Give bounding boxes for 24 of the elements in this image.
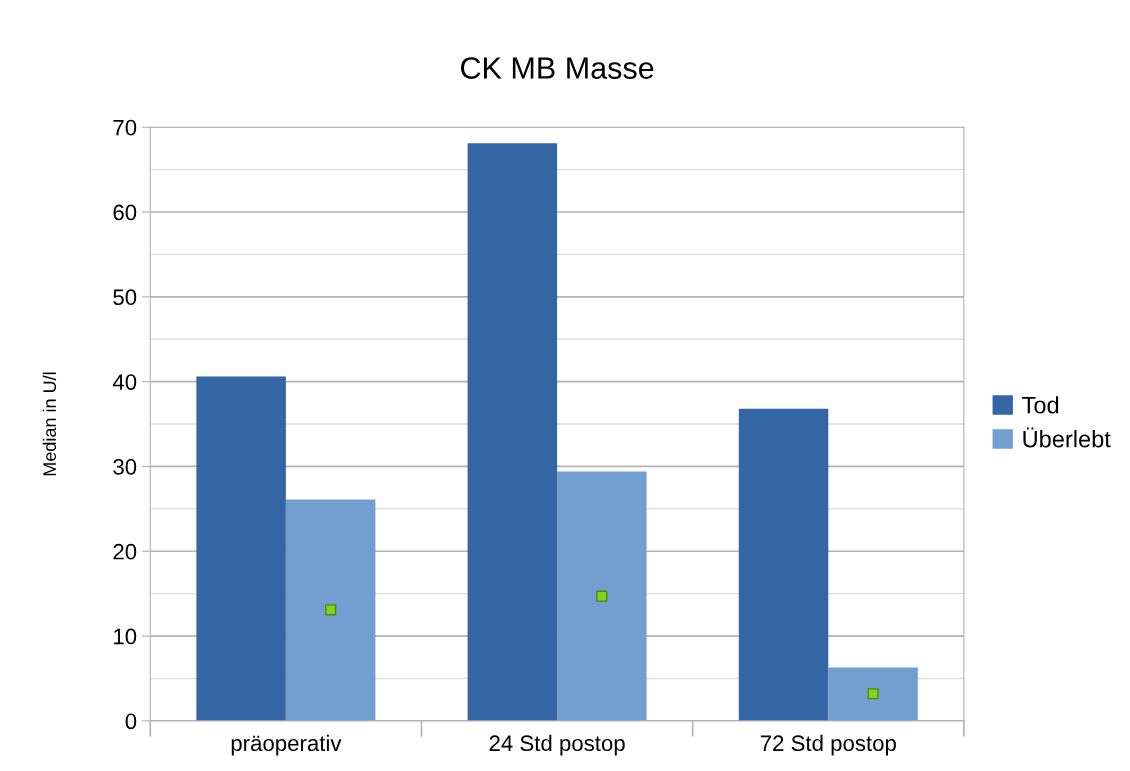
x-tick-label: präoperativ bbox=[231, 734, 342, 756]
legend-label: Überlebt bbox=[1023, 427, 1111, 448]
chart-title: CK MB Masse bbox=[461, 57, 654, 79]
y-tick-label: 20 bbox=[113, 543, 137, 560]
legend-label: Tod bbox=[1022, 396, 1059, 414]
y-tick-label: 0 bbox=[125, 713, 137, 730]
bar bbox=[467, 143, 558, 721]
point bbox=[596, 590, 608, 602]
x-tick-label: 72 Std postop bbox=[760, 734, 896, 756]
bar bbox=[557, 471, 647, 721]
y-axis-title: Median in U/l bbox=[42, 372, 57, 476]
bar bbox=[738, 408, 829, 721]
y-tick-label: 10 bbox=[114, 628, 137, 645]
y-tick-label: 50 bbox=[113, 289, 137, 306]
y-tick-label: 70 bbox=[113, 119, 137, 136]
bar bbox=[285, 499, 376, 721]
bar bbox=[828, 667, 918, 721]
point bbox=[325, 604, 337, 616]
point bbox=[867, 688, 879, 700]
bar bbox=[196, 376, 286, 721]
y-tick-label: 60 bbox=[113, 204, 137, 221]
x-tick-label: 24 Std postop bbox=[489, 734, 625, 756]
y-tick-label: 40 bbox=[112, 374, 137, 390]
y-tick-label: 30 bbox=[113, 458, 137, 475]
